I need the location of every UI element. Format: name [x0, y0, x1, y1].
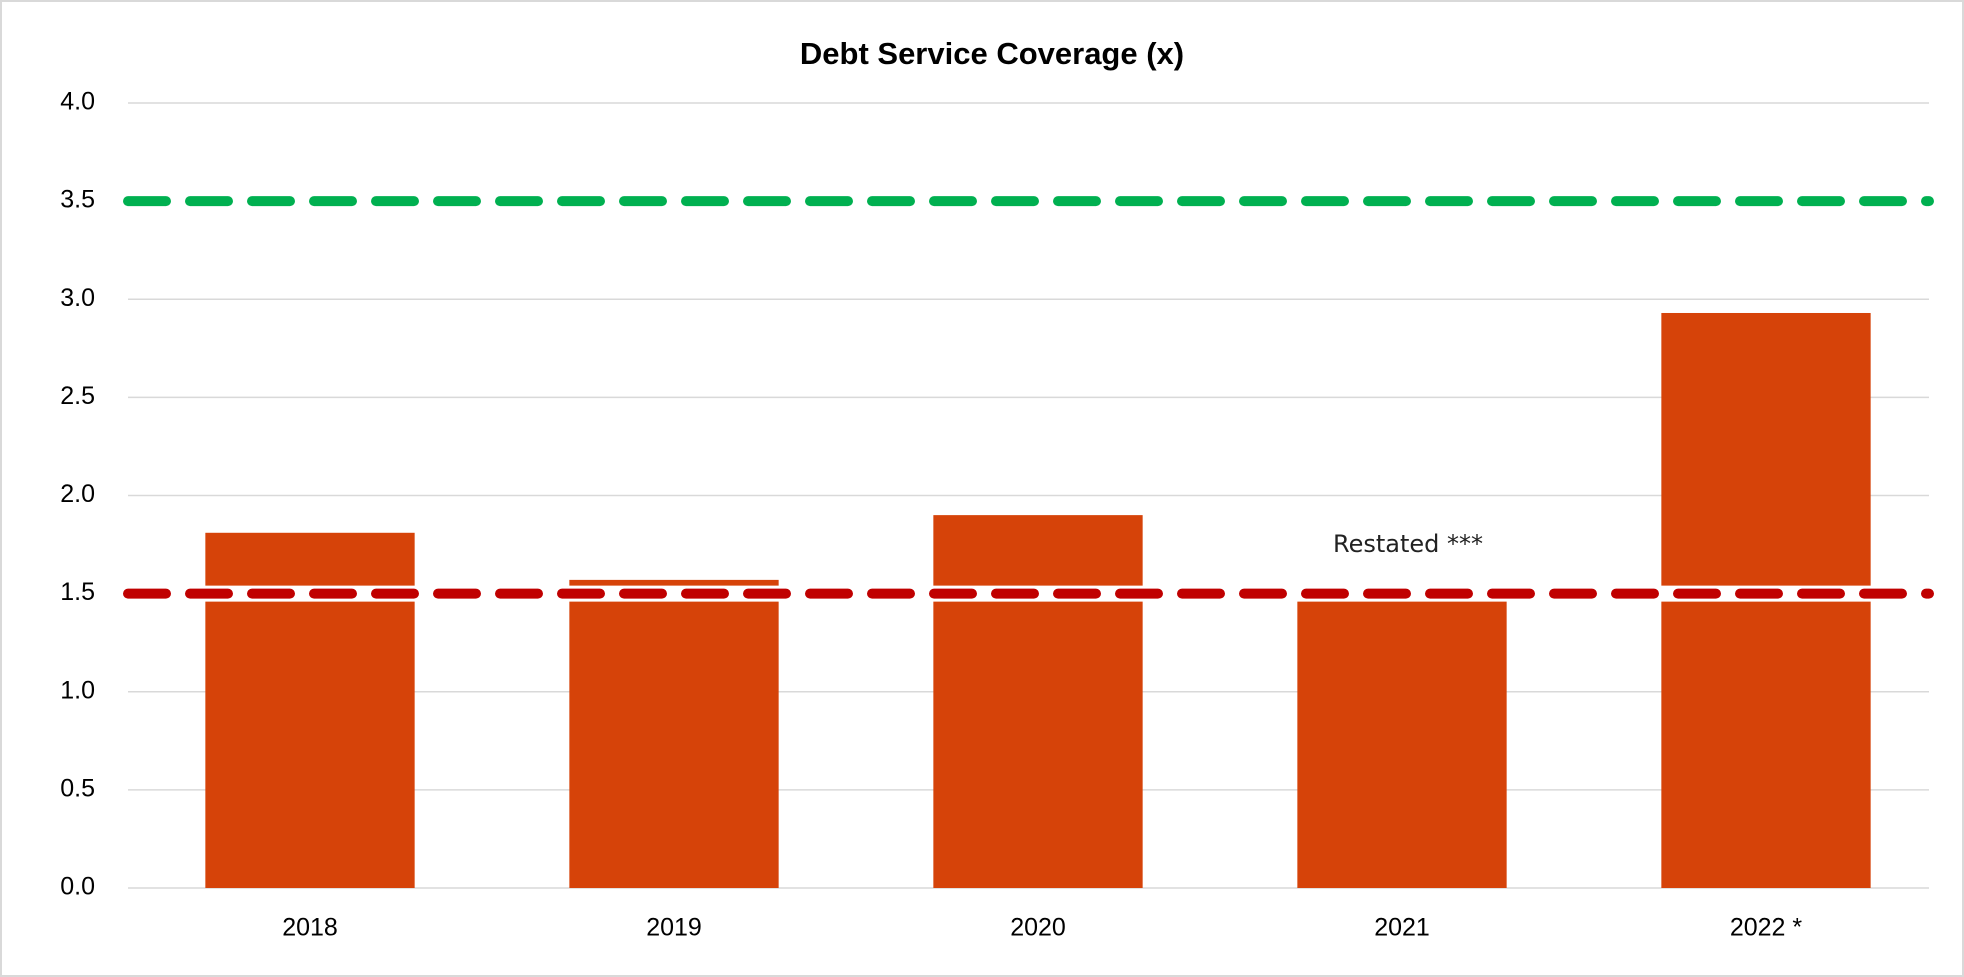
bar [569, 579, 779, 888]
y-tick-label: 2.5 [60, 382, 95, 410]
chart-title: Debt Service Coverage (x) [800, 36, 1184, 71]
bar [933, 515, 1143, 888]
y-tick-label: 1.5 [60, 578, 95, 606]
y-tick-label: 1.0 [60, 676, 95, 704]
y-tick-label: 2.0 [60, 480, 95, 508]
y-tick-label: 0.5 [60, 774, 95, 802]
x-tick-label: 2018 [282, 914, 338, 942]
annotation: Restated *** [1333, 530, 1483, 558]
y-tick-label: 3.5 [60, 186, 95, 214]
x-tick-label: 2022 * [1730, 914, 1803, 942]
x-tick-label: 2021 [1374, 914, 1430, 942]
x-tick-label: 2019 [646, 914, 702, 942]
bar [1297, 599, 1507, 888]
x-tick-label: 2020 [1010, 914, 1066, 942]
y-tick-label: 0.0 [60, 873, 95, 901]
y-tick-label: 3.0 [60, 284, 95, 312]
y-tick-label: 4.0 [60, 88, 95, 116]
